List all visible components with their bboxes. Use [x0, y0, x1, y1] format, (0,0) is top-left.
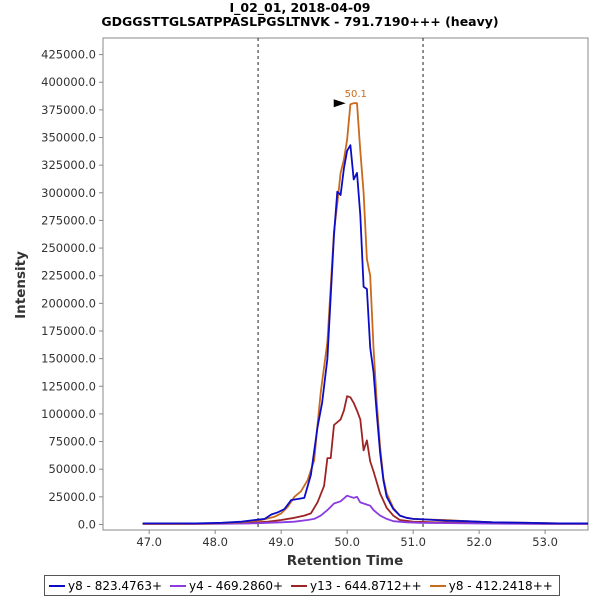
- legend-item: y4 - 469.2860+: [170, 579, 283, 593]
- peak-rt-label: 50.1: [345, 89, 367, 100]
- chart-title: I_02_01, 2018-04-09: [230, 0, 371, 16]
- chart-subtitle: GDGGSTTGLSATPPASLPGSLTNVK - 791.7190+++ …: [101, 14, 498, 29]
- y-tick-label: 175000.0: [41, 324, 96, 338]
- integration-bounds: [257, 38, 424, 530]
- legend-item: y8 - 412.2418++: [429, 578, 553, 593]
- x-tick-label: 50.0: [334, 535, 360, 549]
- x-axis-title: Retention Time: [287, 553, 404, 569]
- series-line-y13-2: [142, 395, 589, 525]
- y-axis: 0.0 25000.0 50000.0 75000.0 100000.0 125000.0…: [41, 48, 103, 531]
- y-tick-label: 425000.0: [41, 48, 96, 62]
- y-tick-label: 325000.0: [41, 158, 96, 172]
- y-tick-label: 275000.0: [41, 213, 96, 227]
- y-tick-label: 150000.0: [41, 352, 96, 366]
- y-tick-label: 225000.0: [41, 269, 96, 283]
- legend-swatch: [291, 584, 308, 587]
- x-tick-label: 49.0: [268, 535, 294, 549]
- y-tick-label: 375000.0: [41, 103, 96, 117]
- y-tick-label: 100000.0: [41, 407, 96, 421]
- x-tick-label: 53.0: [532, 535, 558, 549]
- y-tick-label: 350000.0: [41, 131, 96, 145]
- y-tick-label: 250000.0: [41, 241, 96, 255]
- y-tick-label: 50000.0: [48, 462, 96, 476]
- y-tick-label: 25000.0: [48, 490, 96, 504]
- x-tick-label: 51.0: [400, 535, 426, 549]
- legend-swatch: [170, 584, 187, 587]
- series-line-y8-0: [142, 144, 588, 525]
- legend-label: y13 - 644.8712++: [310, 578, 422, 593]
- series-layer: [142, 102, 589, 525]
- legend-label: y8 - 823.4763+: [68, 578, 163, 593]
- legend-label: y8 - 412.2418++: [448, 578, 553, 593]
- x-axis: 47.0 48.0 49.0 50.0 51.0 52.0 53.0: [136, 530, 558, 549]
- peak-arrow-marker: [333, 99, 346, 108]
- legend-item: y13 - 644.8712++: [291, 579, 422, 593]
- y-tick-label: 75000.0: [48, 435, 96, 449]
- y-tick-label: 400000.0: [41, 75, 96, 89]
- x-tick-label: 48.0: [202, 535, 228, 549]
- y-tick-label: 125000.0: [41, 379, 96, 393]
- legend-label: y4 - 469.2860+: [189, 578, 284, 593]
- legend-swatch: [49, 584, 65, 587]
- x-tick-label: 47.0: [136, 535, 162, 549]
- y-tick-label: 200000.0: [41, 296, 96, 310]
- series-line-y4-1: [142, 494, 589, 525]
- y-tick-label: 0.0: [78, 517, 96, 531]
- legend-swatch: [429, 584, 446, 587]
- x-tick-label: 52.0: [466, 535, 492, 549]
- peak-annotation: 50.1: [333, 89, 367, 108]
- legend-item: y8 - 823.4763+: [49, 579, 162, 593]
- legend: y8 - 823.4763+ y4 - 469.2860+ y13 - 644.87…: [44, 575, 560, 596]
- y-tick-label: 300000.0: [41, 186, 96, 200]
- plot-area: [102, 37, 589, 531]
- y-axis-title: Intensity: [13, 251, 29, 319]
